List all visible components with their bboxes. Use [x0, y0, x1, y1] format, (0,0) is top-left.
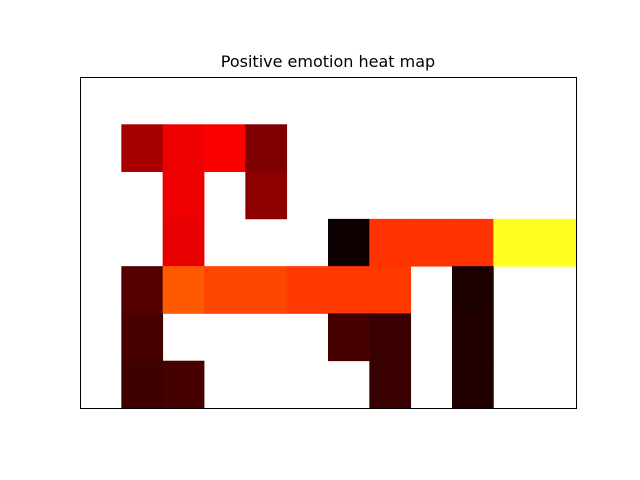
heatmap-cell-r4-c5: [286, 266, 329, 314]
heatmap-cell-r3-c6: [328, 218, 370, 267]
heatmap-cell-r4-c4: [245, 266, 288, 314]
heatmap-cell-r4-c3: [204, 266, 246, 314]
heatmap-cell-r5-c9: [452, 313, 494, 362]
chart-title: Positive emotion heat map: [220, 52, 436, 71]
heatmap-cell-r6-c7: [369, 360, 412, 409]
heatmap-cell-r6-c9: [452, 360, 494, 409]
heatmap-cell-r2-c4: [245, 171, 288, 220]
heatmap-cell-r4-c1: [121, 266, 164, 314]
heatmap-cell-r1-c2: [162, 124, 205, 172]
heatmap-cell-r3-c2: [162, 218, 205, 267]
heatmap-cell-r4-c6: [328, 266, 370, 314]
heatmap-cell-r1-c1: [121, 124, 164, 172]
heatmap-cell-r4-c2: [162, 266, 205, 314]
heatmap-cell-r5-c6: [328, 313, 370, 362]
heatmap-cells: [121, 124, 577, 409]
heatmap-cell-r1-c3: [204, 124, 246, 172]
heatmap-cell-r5-c7: [369, 313, 412, 362]
plot-frame: [80, 77, 577, 409]
heatmap-cell-r6-c2: [162, 360, 205, 409]
heatmap-cell-r2-c2: [162, 171, 205, 220]
heatmap-cell-r6-c1: [121, 360, 164, 409]
heatmap-cell-r3-c9: [452, 218, 494, 267]
heatmap-cell-r3-c11: [534, 218, 577, 267]
heatmap-cell-r5-c1: [121, 313, 164, 362]
heatmap-cell-r4-c7: [369, 266, 412, 314]
heatmap-cell-r3-c10: [493, 218, 536, 267]
heatmap-cell-r1-c4: [245, 124, 288, 172]
heatmap-cell-r4-c9: [452, 266, 494, 314]
heatmap-cell-r3-c8: [410, 218, 453, 267]
heatmap-cell-r3-c7: [369, 218, 412, 267]
